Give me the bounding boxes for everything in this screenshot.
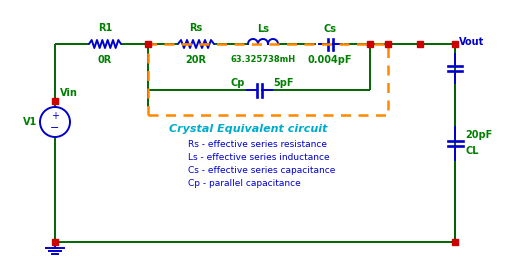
Text: Crystal Equivalent circuit: Crystal Equivalent circuit	[169, 124, 327, 134]
Text: 0.004pF: 0.004pF	[308, 55, 352, 65]
Text: 0R: 0R	[98, 55, 112, 65]
Text: Vout: Vout	[459, 37, 484, 47]
Text: Cs - effective series capacitance: Cs - effective series capacitance	[188, 166, 335, 175]
Text: Rs - effective series resistance: Rs - effective series resistance	[188, 140, 327, 149]
Text: Ls - effective series inductance: Ls - effective series inductance	[188, 153, 330, 162]
Text: Cs: Cs	[324, 24, 336, 34]
Text: Vin: Vin	[60, 88, 78, 98]
Text: 20pF: 20pF	[465, 130, 492, 140]
Text: 63.325738mH: 63.325738mH	[230, 55, 295, 64]
Text: Cp: Cp	[230, 78, 245, 88]
Text: +: +	[51, 111, 59, 121]
Text: 5pF: 5pF	[273, 78, 293, 88]
Text: R1: R1	[98, 23, 112, 33]
Text: Rs: Rs	[189, 23, 203, 33]
Text: 20R: 20R	[185, 55, 206, 65]
Text: Ls: Ls	[257, 24, 269, 34]
Bar	[148, 44, 388, 115]
Text: Cp - parallel capacitance: Cp - parallel capacitance	[188, 179, 301, 188]
Text: V1: V1	[23, 117, 37, 127]
Text: CL: CL	[465, 146, 479, 156]
Text: −: −	[50, 123, 60, 133]
